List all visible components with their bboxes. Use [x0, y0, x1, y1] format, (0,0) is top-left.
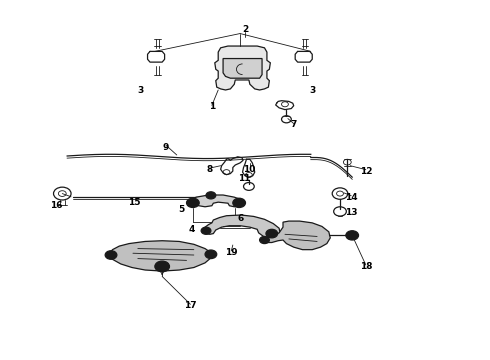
Circle shape [260, 237, 270, 244]
Polygon shape [215, 46, 270, 90]
Text: 5: 5 [178, 205, 185, 214]
Text: 18: 18 [360, 262, 372, 271]
Text: 7: 7 [291, 121, 297, 130]
Circle shape [206, 192, 216, 199]
Text: 15: 15 [128, 198, 140, 207]
Text: 8: 8 [207, 166, 213, 175]
Circle shape [187, 198, 199, 207]
Text: 10: 10 [243, 165, 255, 174]
Polygon shape [223, 59, 262, 78]
Circle shape [201, 227, 211, 234]
Circle shape [346, 231, 359, 240]
Polygon shape [203, 215, 280, 238]
Text: 13: 13 [345, 208, 358, 217]
Text: 1: 1 [209, 102, 215, 111]
Text: 9: 9 [163, 143, 169, 152]
Text: 3: 3 [137, 86, 144, 95]
Text: 6: 6 [238, 214, 244, 223]
Circle shape [233, 198, 245, 207]
Text: 16: 16 [49, 201, 62, 210]
Text: 17: 17 [184, 301, 197, 310]
Circle shape [266, 229, 278, 238]
Text: 2: 2 [242, 26, 248, 35]
Text: 14: 14 [345, 193, 358, 202]
Polygon shape [265, 221, 330, 249]
Text: 3: 3 [309, 86, 316, 95]
Text: 12: 12 [360, 167, 372, 176]
Circle shape [155, 261, 170, 272]
Circle shape [205, 250, 217, 258]
Polygon shape [187, 195, 244, 207]
Circle shape [105, 251, 117, 259]
Text: 4: 4 [188, 225, 195, 234]
Text: 19: 19 [225, 248, 238, 257]
Polygon shape [109, 241, 212, 271]
Text: 11: 11 [238, 174, 250, 183]
